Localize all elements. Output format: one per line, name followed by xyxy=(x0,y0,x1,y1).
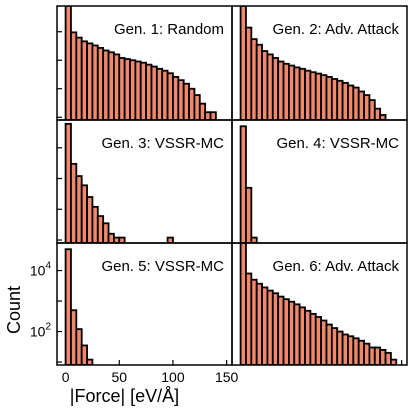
histogram-bar xyxy=(209,111,217,120)
histogram-bars xyxy=(64,122,174,243)
histogram-panel-2: Gen. 2: Adv. Attack xyxy=(231,5,408,121)
histogram-bar xyxy=(80,344,88,365)
histogram-bar xyxy=(245,186,253,243)
y-tick-label: 104 xyxy=(30,261,52,279)
y-axis-label: Count xyxy=(4,286,24,334)
x-tick-label: 100 xyxy=(161,369,185,385)
histogram-bar xyxy=(389,358,398,365)
histogram-bar xyxy=(239,125,247,243)
histogram-bar xyxy=(379,114,387,120)
histogram-panel-4: Gen. 4: VSSR-MC xyxy=(231,119,408,244)
histogram-panel-3: Gen. 3: VSSR-MC xyxy=(56,119,233,244)
panel-frame xyxy=(231,242,408,366)
panel-title: Gen. 2: Adv. Attack xyxy=(273,21,400,38)
histogram-bars xyxy=(64,248,94,365)
histogram-panel-1: Gen. 1: Random xyxy=(56,5,233,121)
y-tick-label: 102 xyxy=(30,322,52,340)
histogram-panel-5: Gen. 5: VSSR-MC 102 104 Count xyxy=(4,242,233,366)
panel-title: Gen. 6: Adv. Attack xyxy=(273,258,400,275)
panel-title: Gen. 1: Random xyxy=(114,21,224,38)
histogram-bars xyxy=(239,243,398,365)
panel-title: Gen. 4: VSSR-MC xyxy=(276,135,399,152)
histogram-bar xyxy=(86,358,94,365)
x-tick-label: 0 xyxy=(62,369,70,385)
x-tick-label: 150 xyxy=(215,369,239,385)
panel-title: Gen. 3: VSSR-MC xyxy=(101,135,224,152)
histogram-panel-6: Gen. 6: Adv. Attack xyxy=(231,242,408,366)
histogram-bar xyxy=(166,236,174,243)
x-axis-label: |Force| [eV/Å] xyxy=(70,386,179,406)
axes-group: 0 50 100 150 |Force| [eV/Å] xyxy=(62,360,403,406)
histogram-bar xyxy=(250,236,258,243)
histogram-bars xyxy=(239,125,258,243)
histogram-bars xyxy=(239,6,387,120)
histogram-bar xyxy=(118,236,126,243)
panel-title: Gen. 5: VSSR-MC xyxy=(101,258,224,275)
x-tick-label: 50 xyxy=(111,369,127,385)
panels-group: Gen. 1: Random Gen. 2: Adv. Attack Gen. 3:… xyxy=(4,5,408,366)
